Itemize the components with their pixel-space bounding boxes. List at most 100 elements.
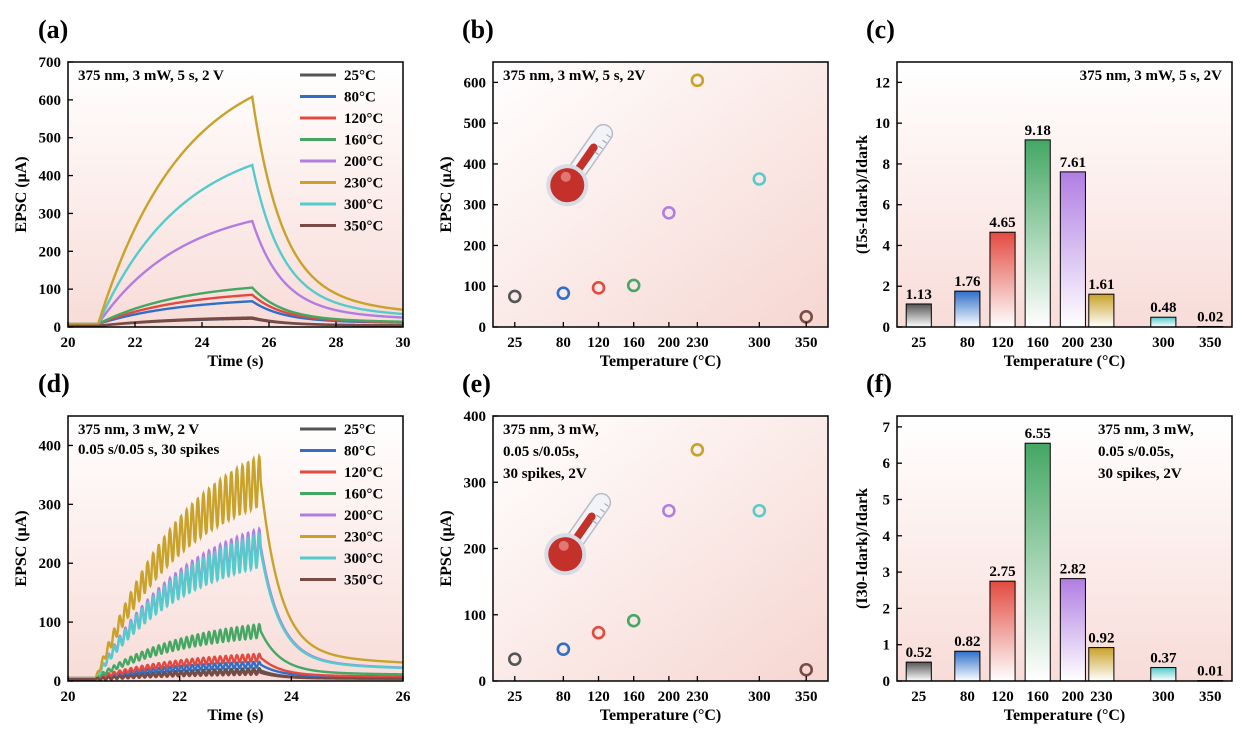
bar-data-label: 1.76 (954, 274, 981, 290)
y-tick-label: 100 (39, 615, 62, 631)
y-tick-label: 500 (39, 131, 62, 147)
x-tick-label: 350 (1199, 689, 1222, 705)
y-tick-label: 1 (883, 638, 891, 654)
y-tick-label: 4 (883, 529, 891, 545)
bar (1150, 667, 1177, 682)
y-tick-label: 6 (883, 198, 891, 214)
scatter-point (752, 503, 767, 518)
plot-frame (492, 61, 829, 328)
y-tick-label: 0 (54, 320, 62, 336)
x-tick-label: 25 (507, 689, 522, 705)
bar (1150, 316, 1177, 328)
y-tick-label: 0 (883, 320, 891, 336)
bar (1088, 647, 1115, 682)
bar-data-label: 0.37 (1150, 651, 1177, 667)
bar-data-label: 7.61 (1060, 155, 1086, 171)
scatter-point (662, 206, 676, 220)
x-tick-label: 80 (960, 335, 975, 351)
x-tick-label: 26 (262, 335, 278, 351)
y-tick-label: 5 (883, 492, 891, 508)
bar (905, 303, 932, 328)
series-line (68, 219, 404, 326)
series-line (68, 163, 404, 326)
y-tick-label: 200 (464, 542, 487, 558)
y-tick-label: 0 (479, 320, 487, 336)
panel-e: 25 80 120 160 200 230 300 350 0 100 200 300 400 Tempe… (438, 409, 829, 724)
annotation-text: 375 nm, 3 mW, (1098, 422, 1194, 438)
series-line (68, 286, 404, 326)
legend-label: 120°C (344, 111, 383, 127)
y-tick-label: 100 (39, 282, 62, 298)
annotation-text: 0.05 s/0.05s, (1098, 444, 1174, 460)
x-tick-label: 25 (911, 689, 926, 705)
y-tick-label: 0 (883, 674, 891, 690)
y-axis-label: EPSC (μA) (13, 510, 30, 586)
bar-data-label: 0.48 (1150, 300, 1176, 316)
scatter-point (626, 278, 641, 293)
y-tick-label: 6 (883, 456, 891, 472)
series-line (68, 652, 404, 680)
y-tick-label: 400 (39, 169, 62, 185)
x-axis-label: Temperature (°C) (1004, 353, 1125, 370)
legend-label: 350°C (344, 219, 383, 235)
y-tick-label: 2 (883, 279, 891, 295)
x-tick-label: 24 (284, 689, 300, 705)
y-tick-label: 2 (883, 601, 891, 617)
bar-data-label: 9.18 (1025, 123, 1051, 139)
y-tick-label: 400 (464, 157, 487, 173)
x-tick-label: 30 (396, 335, 411, 351)
x-tick-label: 28 (329, 335, 344, 351)
y-axis-label: (I30-Idark)/Idark (854, 488, 871, 609)
y-axis-label: (I5s-Idark)/Idark (854, 135, 871, 254)
y-tick-label: 0 (54, 674, 62, 690)
y-tick-label: 100 (464, 279, 487, 295)
y-tick-label: 4 (883, 238, 891, 254)
panel-b: 25 80 120 160 200 230 300 350 0 100 200 300 400 500 60… (438, 61, 829, 370)
x-tick-label: 230 (1090, 689, 1113, 705)
bar (1059, 578, 1086, 682)
x-tick-label: 200 (1062, 335, 1085, 351)
annotation-text: 375 nm, 3 mW, 2 V (78, 422, 199, 438)
x-tick-label: 80 (556, 335, 571, 351)
y-tick-label: 200 (39, 244, 62, 260)
bar-data-label: 0.02 (1197, 310, 1223, 326)
panel-label: (b) (462, 15, 494, 44)
x-tick-label: 20 (61, 689, 76, 705)
y-tick-label: 300 (39, 497, 62, 513)
x-tick-label: 120 (991, 335, 1014, 351)
annotation-text: 375 nm, 3 mW, (503, 422, 599, 438)
legend-label: 25°C (344, 422, 376, 438)
legend-label: 350°C (344, 573, 383, 589)
x-tick-label: 80 (960, 689, 975, 705)
panel-d: 20 22 24 26 0 100 200 300 400 Time (s) EPSC (μA) 37… (13, 415, 411, 724)
x-tick-label: 230 (686, 689, 709, 705)
x-tick-label: 200 (1062, 689, 1085, 705)
legend-label: 120°C (344, 465, 383, 481)
plot-frame (67, 415, 404, 682)
annotation-text: 0.05 s/0.05s, (503, 444, 579, 460)
y-tick-label: 12 (875, 75, 890, 91)
annotation-text: 30 spikes, 2V (503, 466, 587, 482)
x-tick-label: 200 (658, 689, 681, 705)
bar-data-label: 6.55 (1025, 426, 1051, 442)
y-tick-label: 200 (39, 556, 62, 572)
thermometer-icon (546, 123, 614, 207)
panel-label: (c) (866, 15, 895, 44)
series-line (68, 316, 403, 328)
y-tick-label: 200 (464, 238, 487, 254)
legend-label: 160°C (344, 487, 383, 503)
y-tick-label: 8 (883, 157, 891, 173)
legend-label: 230°C (344, 176, 383, 192)
y-tick-label: 300 (39, 206, 62, 222)
bar (989, 580, 1016, 682)
bar (989, 231, 1016, 328)
bar (905, 661, 932, 682)
bar (1024, 442, 1051, 682)
plot-frame (67, 61, 404, 328)
bar-data-label: 1.13 (906, 287, 932, 303)
y-tick-label: 7 (883, 420, 891, 436)
bar-data-label: 0.82 (954, 634, 980, 650)
x-tick-label: 20 (61, 335, 76, 351)
